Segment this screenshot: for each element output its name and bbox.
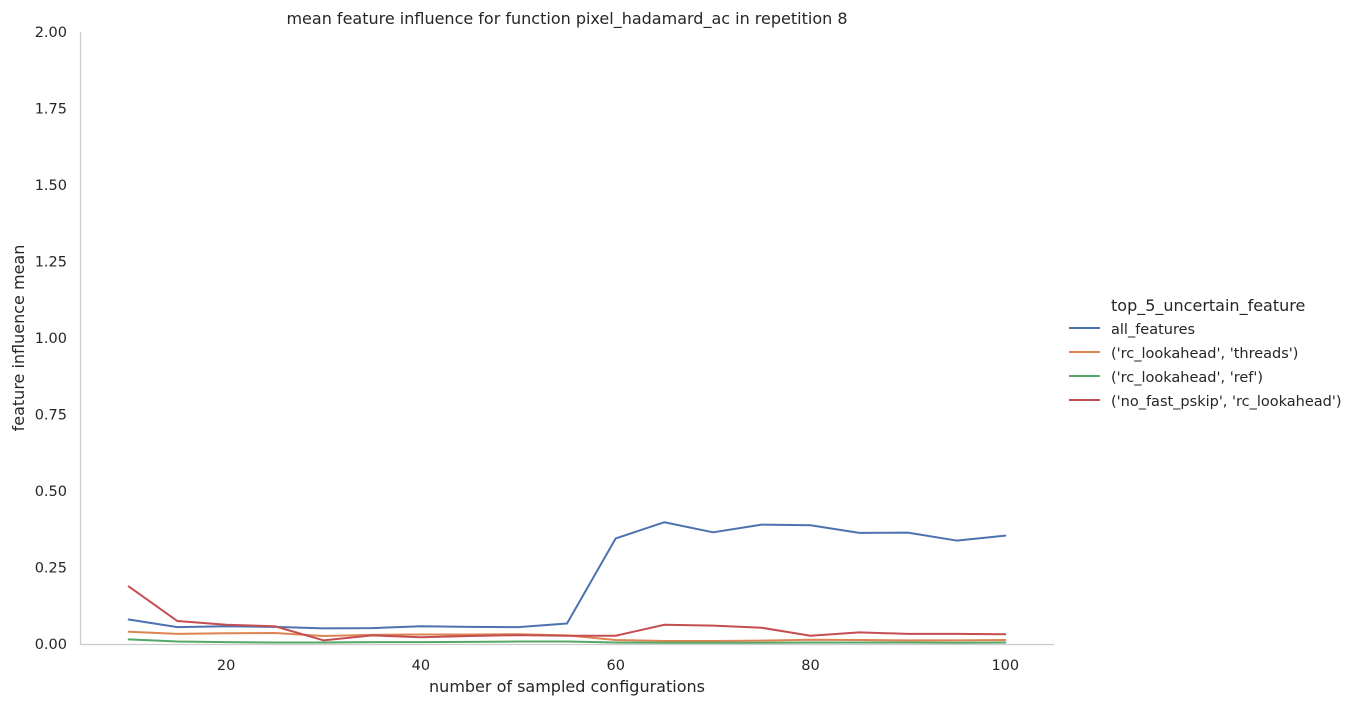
legend-label: all_features (1111, 322, 1195, 338)
series-line-0 (127, 521, 1007, 630)
y-axis-label: feature influence mean (9, 245, 28, 432)
y-tick-label: 0.25 (35, 561, 67, 577)
x-tick-label: 20 (217, 658, 235, 674)
chart-title: mean feature influence for function pixe… (286, 9, 847, 29)
x-tick-labels: 20 40 60 80 100 (217, 658, 1019, 674)
legend: top_5_uncertain_feature all_features ('rc… (1069, 296, 1342, 410)
x-tick-label: 100 (991, 658, 1019, 674)
legend-label: ('rc_lookahead', 'ref') (1111, 370, 1263, 386)
y-tick-label: 2.00 (35, 25, 67, 41)
y-tick-label: 0.50 (35, 484, 67, 500)
y-tick-label: 1.00 (35, 331, 67, 347)
y-tick-label: 1.25 (35, 255, 67, 271)
x-tick-label: 40 (412, 658, 430, 674)
series-line-2 (127, 638, 1007, 644)
legend-label: ('no_fast_pskip', 'rc_lookahead') (1111, 394, 1342, 410)
legend-items: all_features ('rc_lookahead', 'threads') (… (1069, 322, 1342, 410)
y-tick-label: 1.50 (35, 178, 67, 194)
y-tick-label: 0.00 (35, 637, 67, 653)
series-line-3 (127, 585, 1007, 642)
y-tick-label: 1.75 (35, 102, 67, 118)
legend-label: ('rc_lookahead', 'threads') (1111, 346, 1298, 362)
y-axis: 0.00 0.25 0.50 0.75 1.00 1.25 1.50 1.75 2.00 (35, 25, 82, 653)
x-axis-label: number of sampled configurations (429, 677, 705, 696)
x-axis: 20 40 60 80 100 (80, 643, 1054, 674)
y-tick-labels: 0.00 0.25 0.50 0.75 1.00 1.25 1.50 1.75 2.00 (35, 25, 67, 653)
y-tick-label: 0.75 (35, 408, 67, 424)
x-tick-label: 60 (606, 658, 624, 674)
legend-title: top_5_uncertain_feature (1111, 296, 1305, 316)
x-tick-label: 80 (801, 658, 819, 674)
series-layer (127, 521, 1007, 644)
